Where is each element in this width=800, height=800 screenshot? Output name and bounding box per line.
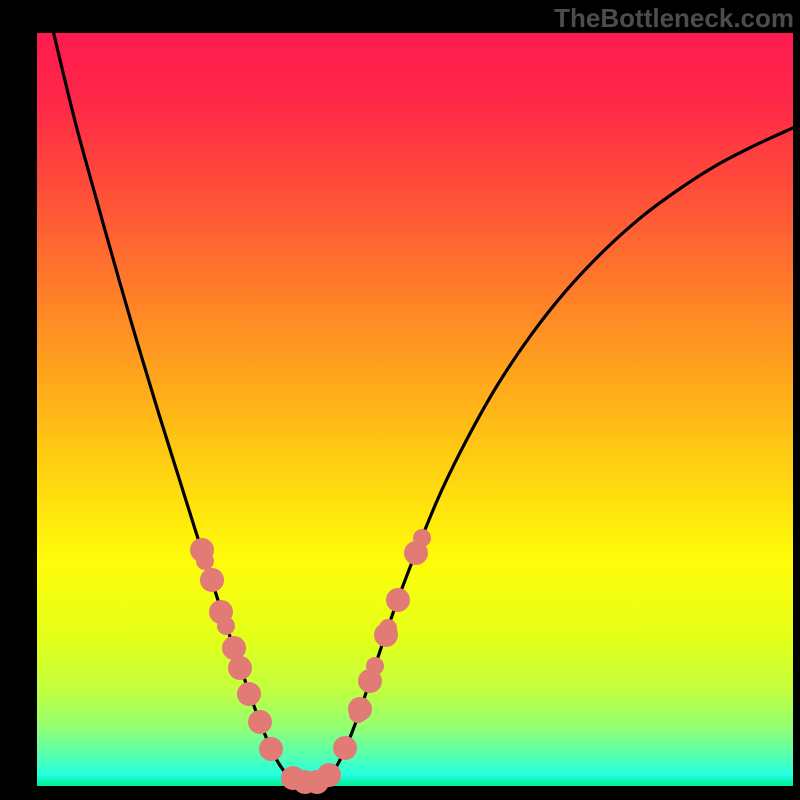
data-marker bbox=[348, 697, 372, 721]
data-marker bbox=[248, 710, 272, 734]
watermark-text: TheBottleneck.com bbox=[554, 3, 794, 34]
data-marker bbox=[317, 763, 341, 787]
data-marker bbox=[386, 588, 410, 612]
data-marker bbox=[228, 656, 252, 680]
data-marker bbox=[333, 736, 357, 760]
data-marker bbox=[237, 682, 261, 706]
data-marker bbox=[217, 617, 235, 635]
data-marker bbox=[379, 619, 397, 637]
data-marker bbox=[259, 737, 283, 761]
data-marker bbox=[200, 568, 224, 592]
chart-container: TheBottleneck.com bbox=[0, 0, 800, 800]
data-marker bbox=[413, 529, 431, 547]
markers-layer bbox=[37, 33, 793, 786]
plot-area bbox=[37, 33, 793, 786]
data-marker bbox=[366, 657, 384, 675]
